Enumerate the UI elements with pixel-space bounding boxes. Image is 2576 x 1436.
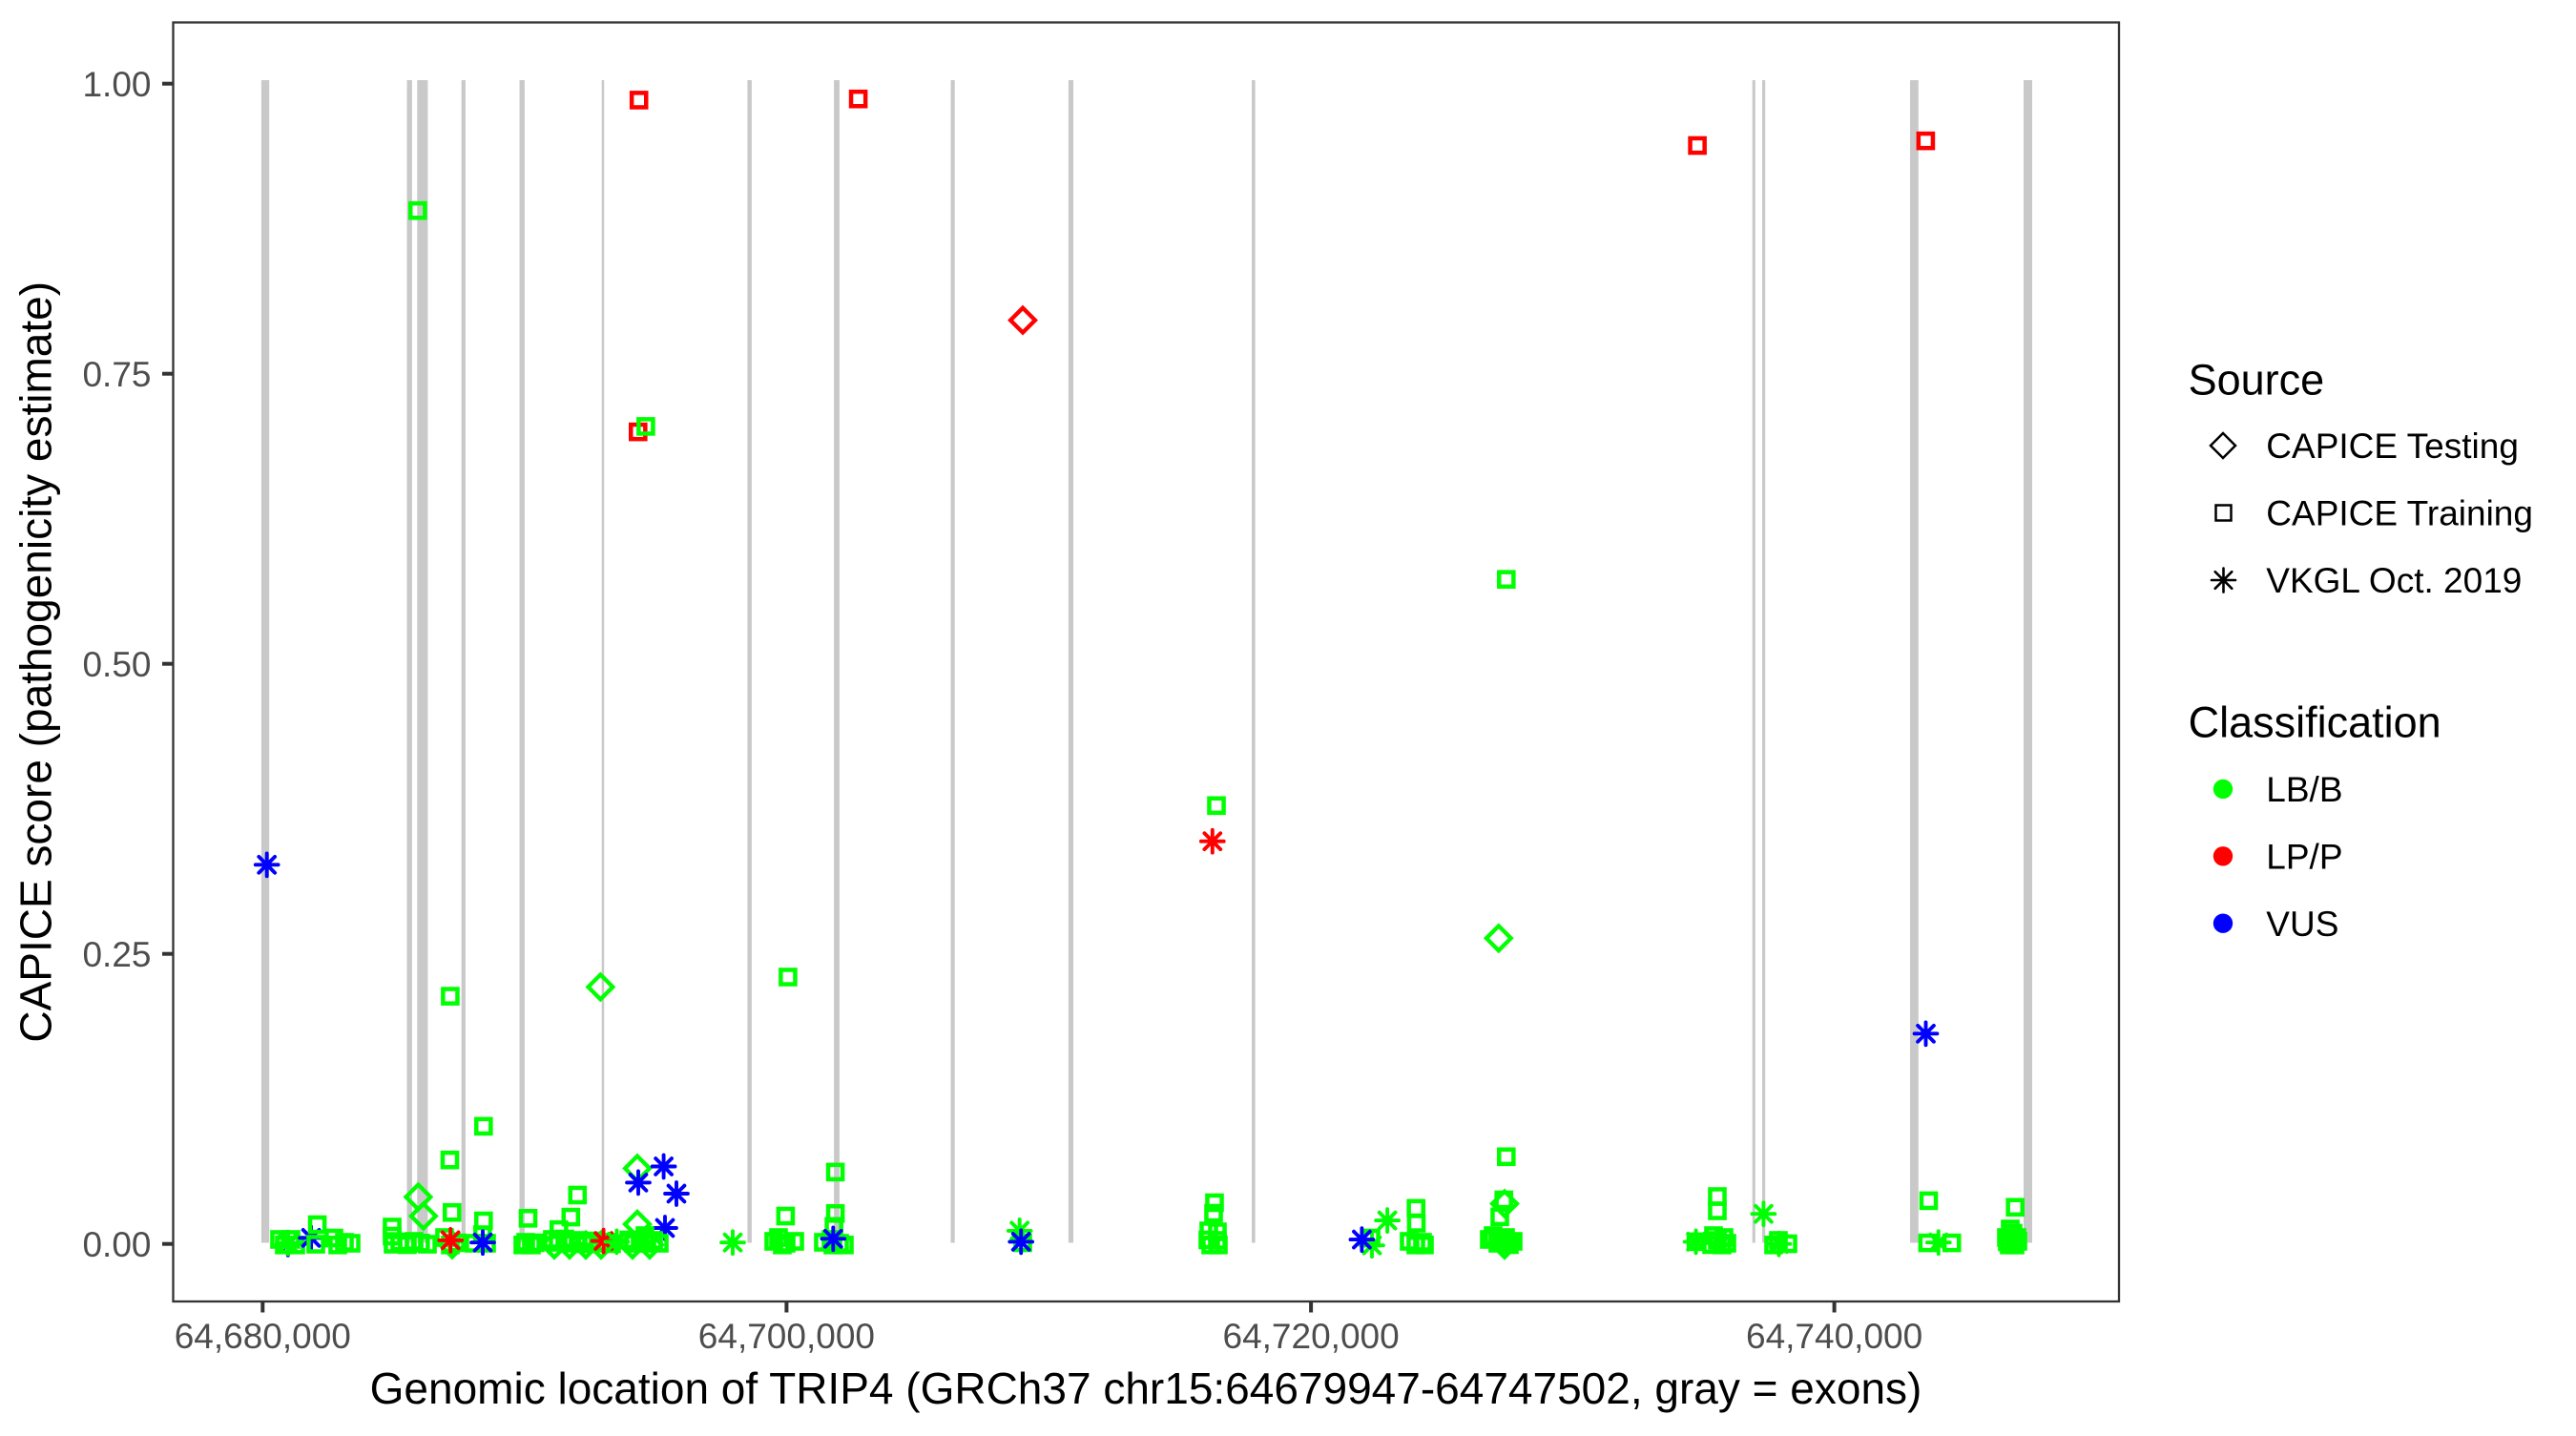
svg-text:0.00: 0.00 <box>82 1225 151 1264</box>
svg-text:CAPICE Testing: CAPICE Testing <box>2266 427 2519 466</box>
svg-text:VUS: VUS <box>2266 905 2338 944</box>
svg-text:1.00: 1.00 <box>82 65 151 104</box>
svg-text:0.75: 0.75 <box>82 355 151 394</box>
svg-text:64,680,000: 64,680,000 <box>175 1317 351 1356</box>
svg-text:CAPICE Training: CAPICE Training <box>2266 494 2533 533</box>
svg-text:VKGL Oct. 2019: VKGL Oct. 2019 <box>2266 561 2522 600</box>
svg-text:CAPICE score (pathogenicity es: CAPICE score (pathogenicity estimate) <box>11 281 61 1043</box>
svg-text:64,740,000: 64,740,000 <box>1746 1317 1922 1356</box>
svg-text:Genomic location of TRIP4 (GRC: Genomic location of TRIP4 (GRCh37 chr15:… <box>370 1363 1922 1413</box>
svg-text:0.50: 0.50 <box>82 645 151 684</box>
svg-text:Source: Source <box>2189 356 2325 405</box>
svg-text:64,720,000: 64,720,000 <box>1223 1317 1400 1356</box>
svg-text:Classification: Classification <box>2189 697 2441 746</box>
svg-text:64,700,000: 64,700,000 <box>698 1317 875 1356</box>
svg-text:0.25: 0.25 <box>82 935 151 974</box>
svg-text:LB/B: LB/B <box>2266 770 2342 809</box>
svg-text:LP/P: LP/P <box>2266 837 2342 876</box>
